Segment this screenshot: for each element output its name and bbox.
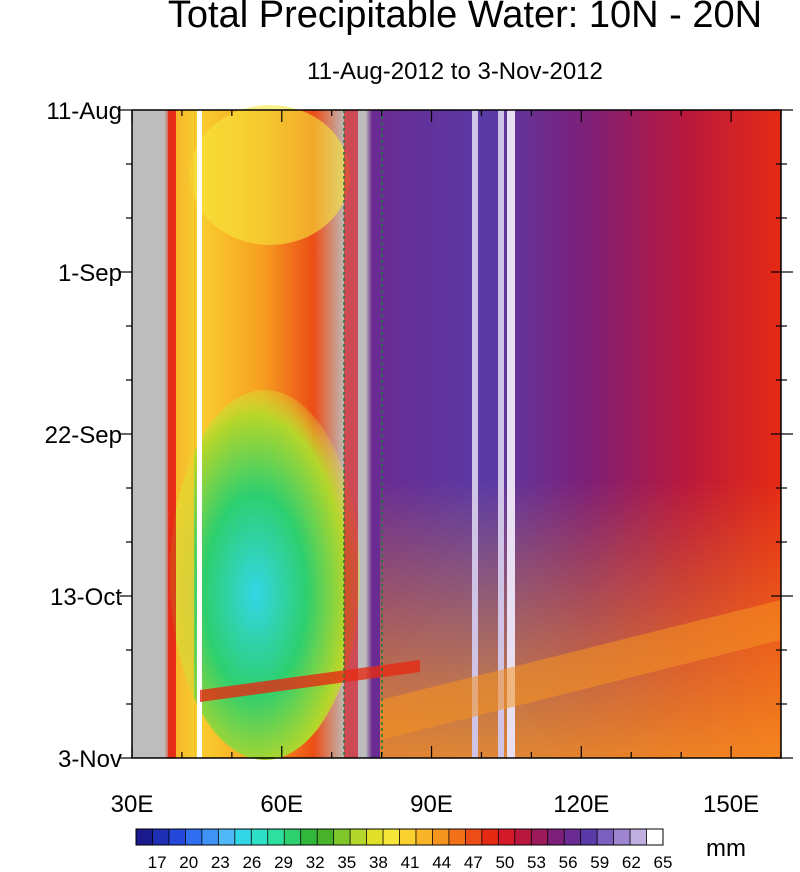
colorbar-label: 29	[274, 853, 293, 872]
colorbar-label: 35	[337, 853, 356, 872]
colorbar-label: 32	[306, 853, 325, 872]
colorbar-swatch	[415, 829, 433, 845]
colorbar-swatch	[597, 829, 614, 845]
colorbar-swatch	[432, 829, 450, 845]
colorbar-swatch	[547, 829, 565, 845]
colorbar-swatch	[284, 829, 301, 845]
colorbar-label: 65	[654, 853, 673, 872]
colorbar-swatch	[317, 829, 334, 845]
colorbar-swatch	[218, 829, 236, 845]
chart-title: Total Precipitable Water: 10N - 20N	[167, 0, 763, 36]
colorbar-swatch	[481, 829, 499, 845]
colorbar-swatch	[267, 829, 285, 845]
colorbar-swatch	[580, 829, 598, 845]
colorbar-swatch	[152, 829, 170, 845]
colorbar-swatch	[630, 829, 647, 845]
colorbar-swatch	[465, 829, 483, 845]
x-tick-label: 60E	[260, 791, 303, 818]
colorbar-swatch	[251, 829, 269, 845]
colorbar-swatch	[531, 829, 549, 845]
colorbar-label: 44	[432, 853, 451, 872]
colorbar-swatch	[350, 829, 367, 845]
y-tick-label: 13-Oct	[50, 584, 122, 611]
colorbar-label: 47	[464, 853, 483, 872]
colorbar-label: 53	[527, 853, 546, 872]
precipitable-water-field	[132, 105, 781, 760]
colorbar-swatch	[448, 829, 466, 845]
colorbar-label: 59	[590, 853, 609, 872]
colorbar-label: 38	[369, 853, 388, 872]
axes: 30E 60E 90E 120E 150E 11-Aug 1-Sep 22-Sep 13-Oct…	[45, 98, 793, 818]
colorbar-swatch	[383, 829, 400, 845]
colorbar-label: 56	[559, 853, 578, 872]
colorbar-label: 50	[495, 853, 514, 872]
colorbar-swatch	[514, 829, 532, 845]
x-tick-label: 150E	[703, 791, 759, 818]
x-tick-label: 90E	[410, 791, 453, 818]
colorbar-swatch	[564, 829, 581, 845]
chart-subtitle: 11-Aug-2012 to 3-Nov-2012	[307, 58, 603, 85]
y-tick-label: 3-Nov	[58, 746, 122, 773]
colorbar: 17 20 23 26 29 32 35 38 41 44 47 50 53 56 59 62 65 mm	[135, 828, 746, 872]
x-tick-label: 30E	[111, 791, 154, 818]
colorbar-swatch	[333, 829, 351, 845]
colorbar-swatch	[399, 829, 417, 845]
colorbar-swatch	[498, 829, 516, 845]
colorbar-swatch	[185, 829, 203, 845]
colorbar-label: 20	[179, 853, 198, 872]
colorbar-label: 17	[148, 853, 167, 872]
colorbar-swatch	[300, 829, 318, 845]
colorbar-swatch	[136, 829, 153, 845]
colorbar-label: 23	[211, 853, 230, 872]
colorbar-frame	[135, 828, 664, 846]
colorbar-swatch	[613, 829, 631, 845]
colorbar-units: mm	[706, 835, 746, 862]
x-tick-label: 120E	[553, 791, 609, 818]
colorbar-swatch	[168, 829, 186, 845]
colorbar-swatch	[366, 829, 384, 845]
y-tick-label: 22-Sep	[45, 422, 122, 449]
y-tick-label: 1-Sep	[58, 260, 122, 287]
colorbar-swatch	[234, 829, 252, 845]
colorbar-label: 62	[622, 853, 641, 872]
colorbar-label: 41	[401, 853, 420, 872]
colorbar-swatch	[201, 829, 219, 845]
colorbar-swatch	[646, 829, 664, 845]
y-tick-label: 11-Aug	[46, 98, 122, 125]
colorbar-label: 26	[242, 853, 261, 872]
